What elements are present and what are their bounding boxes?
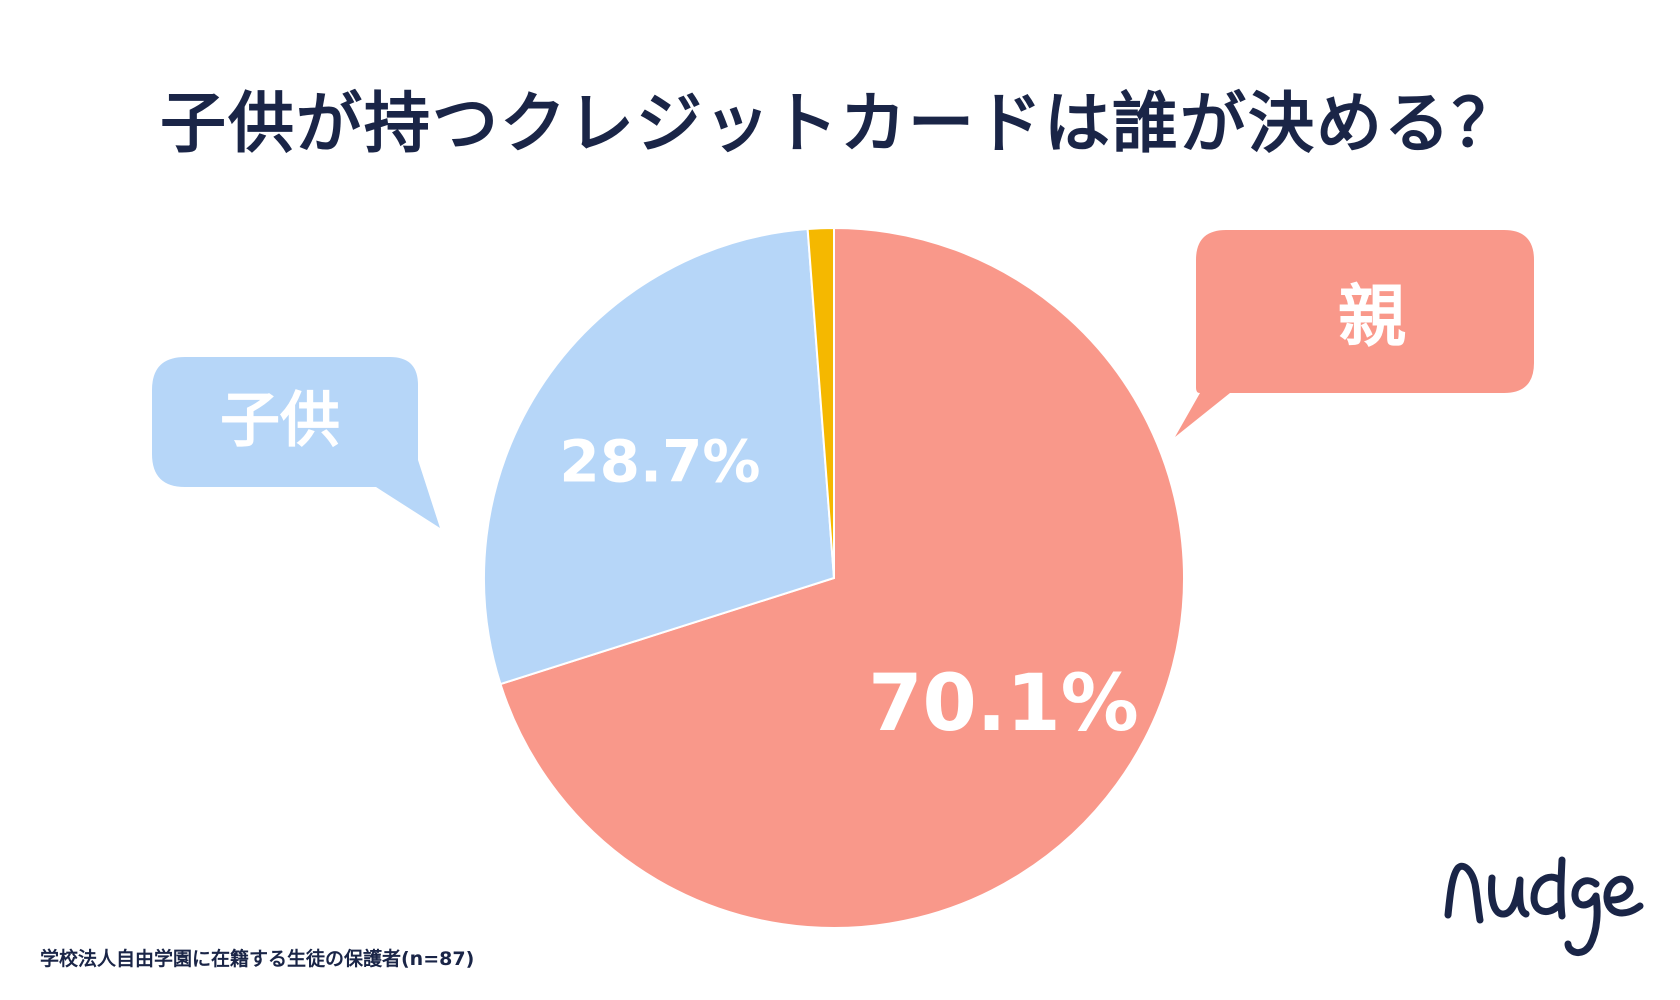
callout-parent-label: 親 xyxy=(1338,278,1406,357)
pie-slice-labels: 70.1% 28.7% xyxy=(559,427,1138,749)
pie-value-label-child: 28.7% xyxy=(559,427,760,495)
pie-slice-child xyxy=(483,227,836,686)
callout-child: 子供 xyxy=(152,357,440,528)
source-note: 学校法人自由学園に在籍する生徒の保護者(n=87) xyxy=(40,948,475,970)
callout-parent: 親 xyxy=(1175,230,1534,437)
pie-value-label-parent: 70.1% xyxy=(868,659,1139,749)
callout-child-bubble xyxy=(152,357,440,528)
callout-child-label: 子供 xyxy=(220,386,340,456)
page-title: 子供が持つクレジットカードは誰が決める？ xyxy=(160,85,1520,162)
pie-slice-parent xyxy=(499,226,1185,929)
nudge-logo xyxy=(1444,856,1644,957)
pie-slice-other xyxy=(806,226,835,579)
callout-parent-bubble xyxy=(1175,230,1534,437)
pie-slices xyxy=(483,226,1185,929)
